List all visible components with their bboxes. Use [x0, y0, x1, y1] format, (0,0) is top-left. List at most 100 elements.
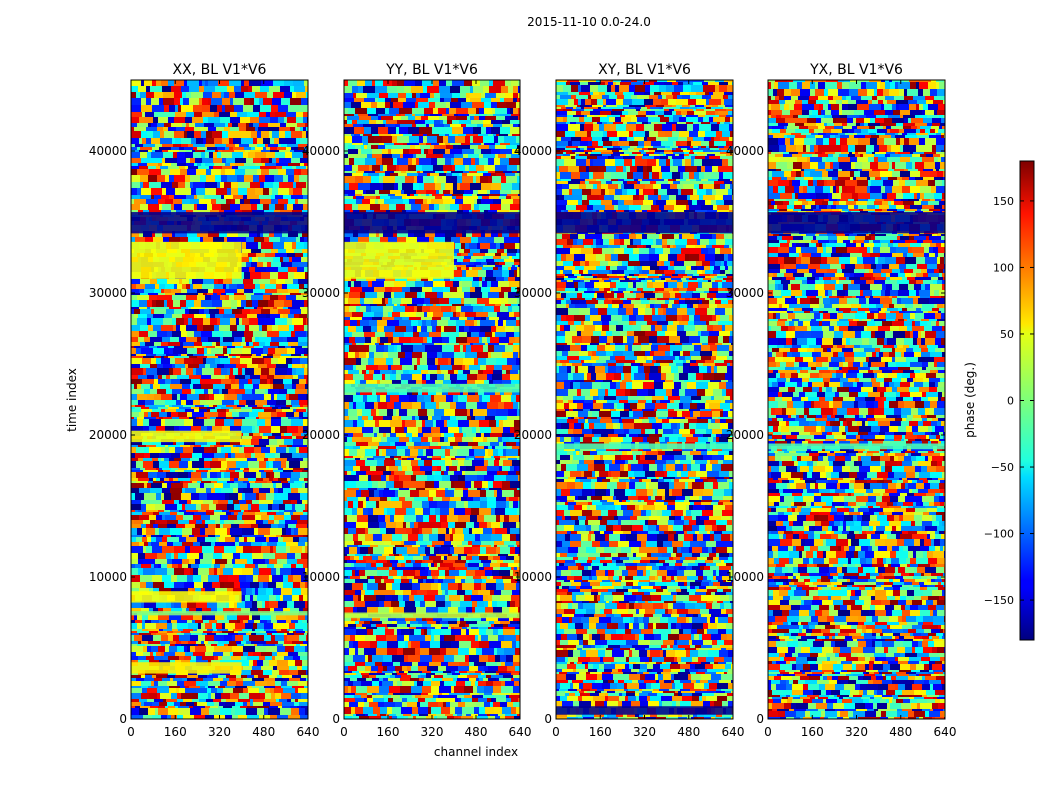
phase-cell	[237, 284, 245, 290]
phase-cell	[344, 345, 350, 353]
phase-cell	[287, 426, 299, 434]
phase-cell	[294, 272, 306, 280]
phase-cell	[254, 528, 259, 536]
phase-cell	[443, 287, 451, 293]
phase-cell	[392, 312, 401, 318]
phase-cell	[432, 287, 444, 293]
phase-cell	[399, 320, 412, 327]
phase-cell	[251, 542, 263, 547]
phase-cell	[154, 92, 164, 99]
phase-cell	[466, 93, 470, 99]
phase-cell	[352, 173, 364, 177]
phase-cell	[367, 145, 372, 150]
phase-cell	[372, 154, 383, 159]
phase-cell	[227, 86, 235, 93]
phase-cell	[234, 105, 244, 113]
phase-cell	[276, 483, 283, 489]
phase-cell	[255, 188, 264, 196]
phase-cell	[253, 568, 260, 576]
phase-cell	[196, 470, 209, 473]
phase-cell	[193, 105, 203, 113]
phase-cell	[243, 688, 249, 694]
phase-cell	[264, 458, 269, 462]
phase-cell	[486, 358, 497, 366]
phase-cell	[406, 171, 418, 174]
phase-cell	[281, 144, 288, 148]
phase-cell	[291, 488, 299, 494]
phase-cell	[306, 331, 308, 338]
phase-cell	[448, 370, 455, 375]
phase-cell	[191, 426, 202, 434]
phase-cell	[138, 559, 144, 565]
phase-cell	[275, 686, 282, 689]
phase-cell	[473, 196, 479, 200]
phase-cell	[227, 504, 235, 511]
phase-cell	[439, 298, 450, 305]
phase-cell	[234, 631, 239, 634]
phase-cell	[261, 242, 274, 250]
phase-cell	[514, 270, 518, 278]
phase-cell	[131, 231, 140, 238]
phase-cell	[388, 365, 392, 371]
phase-cell	[260, 613, 272, 621]
phase-cell	[131, 163, 139, 167]
phase-cell	[153, 348, 165, 355]
phase-cell	[511, 267, 518, 271]
phase-cell	[358, 204, 371, 211]
phase-cell	[158, 708, 169, 716]
phase-cell	[511, 154, 520, 159]
phase-cell	[214, 138, 223, 145]
phase-cell	[138, 568, 144, 576]
phase-cell	[351, 277, 357, 282]
phase-cell	[158, 117, 169, 124]
phase-cell	[131, 389, 140, 395]
phase-cell	[505, 262, 515, 266]
phase-cell	[433, 281, 446, 288]
phase-cell	[252, 354, 257, 357]
phase-cell	[131, 635, 135, 642]
phase-cell	[207, 675, 219, 679]
phase-cell	[437, 292, 444, 299]
phase-cell	[141, 681, 152, 687]
phase-cell	[212, 331, 224, 338]
phase-cell	[508, 306, 513, 313]
phase-cell	[220, 318, 231, 326]
phase-cell	[239, 500, 247, 505]
phase-cell	[213, 152, 218, 159]
phase-cell	[398, 183, 403, 191]
phase-cell	[269, 439, 278, 446]
phase-cell	[295, 127, 301, 132]
phase-cell	[142, 112, 146, 118]
phase-cell	[454, 352, 466, 359]
phase-cell	[159, 542, 168, 547]
phase-cell	[201, 152, 206, 159]
y-tick-label: 10000	[89, 570, 127, 584]
phase-cell	[506, 102, 517, 109]
phase-cell	[151, 123, 158, 128]
phase-cell	[449, 298, 462, 305]
phase-cell	[273, 356, 281, 359]
phase-cell	[263, 295, 271, 301]
phase-cell	[278, 468, 284, 471]
phase-cell	[356, 277, 367, 282]
phase-cell	[226, 293, 235, 296]
phase-cell	[248, 379, 253, 385]
phase-cell	[220, 117, 231, 124]
phase-cell	[167, 631, 174, 634]
phase-cell	[248, 152, 256, 159]
phase-cell	[465, 352, 478, 359]
phase-cell	[210, 379, 222, 385]
phase-cell	[215, 86, 228, 93]
phase-cell	[229, 678, 237, 682]
phase-cell	[150, 500, 163, 505]
phase-cell	[287, 635, 300, 642]
phase-cell	[302, 417, 308, 420]
phase-cell	[136, 461, 144, 469]
phase-cell	[200, 528, 206, 536]
phase-cell	[261, 354, 268, 357]
phase-cell	[179, 279, 183, 285]
phase-cell	[224, 635, 233, 642]
phase-cell	[240, 660, 250, 667]
phase-cell	[202, 656, 215, 661]
phase-cell	[180, 342, 184, 347]
